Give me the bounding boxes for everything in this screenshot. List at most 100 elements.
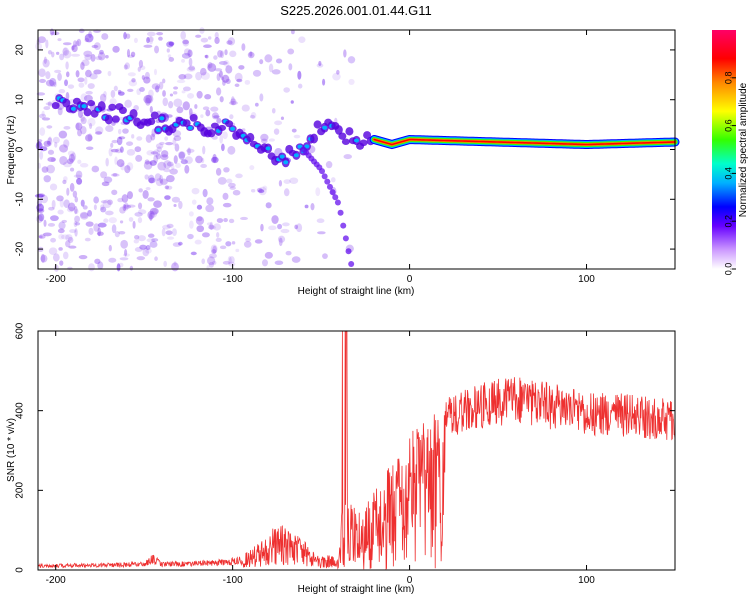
- spectrogram-cell: [227, 37, 236, 46]
- spectrogram-cell: [156, 146, 162, 153]
- spectrogram-cell: [176, 79, 186, 84]
- spectrogram-cell: [343, 154, 352, 160]
- spectrogram-cell: [194, 239, 202, 245]
- spectrogram-cell: [41, 117, 51, 121]
- ridge-cell: [147, 117, 156, 126]
- spectrogram-cell: [250, 189, 256, 193]
- spectrogram-cell: [145, 134, 153, 143]
- spectrogram-cell: [208, 261, 214, 268]
- spectrogram-cell: [59, 144, 69, 153]
- ridge-cell-hot: [354, 138, 359, 143]
- spectrogram-cell: [39, 127, 46, 136]
- spectrogram-cell: [221, 76, 225, 81]
- spectrogram-cell: [249, 114, 256, 119]
- spectrogram-cell: [143, 76, 151, 84]
- spectrogram-cell: [155, 153, 162, 160]
- spectrogram-cell: [159, 141, 165, 145]
- spectrogram-cell: [84, 37, 90, 43]
- spectrogram-cell: [161, 228, 166, 237]
- spectrogram-cell: [126, 162, 134, 171]
- ridge-branch-cell: [324, 178, 331, 185]
- spectrogram-cell: [47, 137, 53, 147]
- spectrogram-cell: [87, 117, 96, 127]
- spectrogram-cell: [200, 37, 209, 43]
- spectrogram-cell: [60, 234, 70, 240]
- spectrogram-cell: [134, 235, 140, 240]
- y-tick-label: 0: [15, 146, 26, 152]
- spectrogram-cell: [153, 154, 159, 164]
- spectrogram-cell: [214, 36, 220, 44]
- spectrogram-cell: [39, 150, 44, 160]
- spectrogram-cell: [271, 107, 276, 114]
- spectrogram-cell: [172, 228, 177, 237]
- spectrogram-cell: [139, 87, 145, 92]
- spectrogram-cell: [69, 229, 77, 234]
- spectrogram-cell: [146, 31, 156, 37]
- spectrogram-cell: [188, 211, 194, 217]
- spectrogram-cell: [40, 253, 46, 263]
- spectrogram-cell: [258, 186, 267, 196]
- spectrogram-cell: [85, 90, 93, 95]
- spectrogram-cell: [219, 134, 224, 144]
- snr-plot-area: [38, 331, 675, 570]
- spectrogram-cell: [89, 122, 93, 129]
- spectrogram-cell: [107, 199, 113, 205]
- spectrogram-cell: [121, 194, 129, 203]
- spectrogram-cell: [204, 54, 208, 58]
- ridge-cell-hot: [283, 160, 289, 165]
- spectrogram-cell: [202, 106, 210, 111]
- spectrogram-cell: [124, 99, 132, 108]
- spectrogram-cell: [119, 146, 124, 153]
- spectrogram-cell: [212, 245, 217, 254]
- ridge-cell: [338, 132, 347, 140]
- spectrogram-cell: [190, 251, 197, 256]
- spectrogram-cell: [169, 93, 174, 97]
- spectrogram-cell: [144, 71, 150, 80]
- spectrogram-cell: [38, 78, 46, 83]
- y-tick-label: 20: [15, 44, 26, 56]
- x-tick-label: -100: [223, 575, 243, 586]
- spectrogram-cell: [114, 156, 118, 166]
- spectrogram-cell: [152, 149, 161, 157]
- spectrogram-cell: [85, 69, 92, 78]
- spectrogram-cell: [38, 68, 46, 78]
- spectrogram-cell: [37, 162, 41, 169]
- ridge-branch-cell: [337, 209, 344, 216]
- ridge-branch-cell: [345, 248, 352, 255]
- spectrogram-cell: [260, 133, 269, 142]
- spectrogram-cell: [118, 262, 124, 268]
- spectrogram-cell: [225, 65, 233, 74]
- spectrogram-cell: [126, 204, 136, 208]
- spectrogram-cell: [211, 249, 217, 254]
- spectrogram-cell: [137, 216, 143, 224]
- spectrogram-cell: [97, 261, 104, 270]
- spectrogram-cell: [182, 86, 191, 92]
- spectrogram-cell: [77, 129, 82, 137]
- spectrogram-cell: [189, 220, 194, 229]
- spectrogram-cell: [212, 153, 217, 163]
- spectrogram-cell: [228, 261, 236, 267]
- spectrogram-cell: [95, 131, 103, 135]
- spectrogram-cell: [137, 202, 143, 210]
- spectrogram-cell: [45, 102, 53, 106]
- spectrogram-cell: [63, 199, 70, 209]
- spectrogram-cell: [153, 200, 162, 208]
- spectrogram-cell: [62, 47, 68, 56]
- spectrogram-cell: [207, 256, 216, 266]
- spectrogram-cell: [50, 31, 60, 36]
- spectrogram-cell: [207, 63, 217, 72]
- spectrogram-cell: [348, 78, 355, 85]
- spectrogram-cell: [122, 128, 129, 134]
- spectrogram-cell: [260, 138, 268, 144]
- spectrogram-cell: [173, 204, 177, 208]
- spectrogram-cell: [317, 231, 326, 235]
- spectrogram-cell: [162, 224, 171, 230]
- spectrogram-cell: [123, 202, 129, 211]
- spectrogram-cell: [155, 178, 164, 187]
- ridge-cell: [225, 120, 234, 128]
- spectrogram-cell: [126, 149, 136, 156]
- spectrogram-cell: [117, 91, 125, 96]
- spectrogram-cell: [148, 174, 155, 184]
- spectrogram-cell: [58, 221, 66, 230]
- spectrogram-cell: [122, 253, 130, 257]
